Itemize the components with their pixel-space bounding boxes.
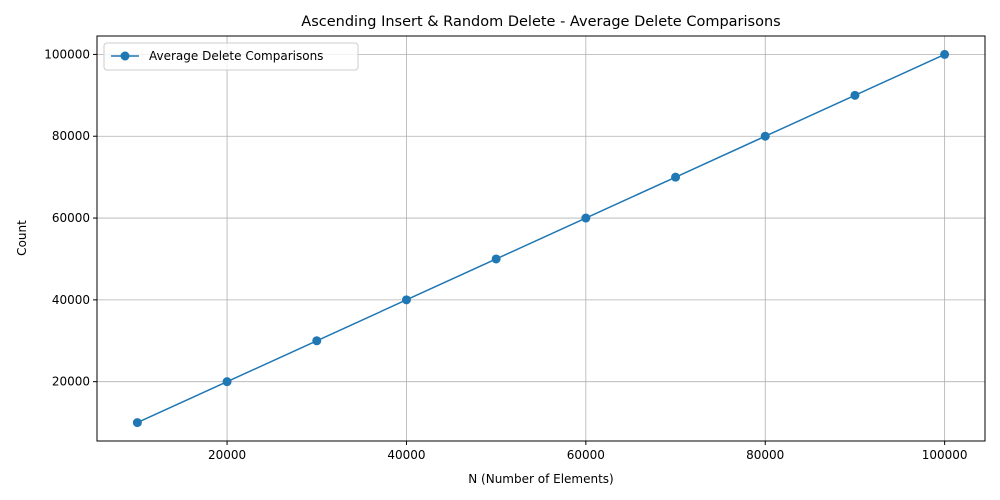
y-axis-label: Count (15, 220, 29, 256)
y-tick-label: 80000 (52, 129, 90, 143)
chart-title: Ascending Insert & Random Delete - Avera… (301, 14, 780, 30)
plot-frame (96, 35, 986, 442)
data-point (312, 336, 322, 346)
series-line (137, 53, 945, 424)
data-point (940, 49, 950, 59)
y-tick-label: 100000 (44, 47, 90, 61)
x-tick-label: 60000 (567, 448, 605, 462)
data-point (581, 213, 591, 223)
y-tick-label: 60000 (52, 211, 90, 225)
legend-label: Average Delete Comparisons (149, 49, 323, 63)
data-point (760, 131, 770, 141)
grid-lines (97, 36, 985, 441)
x-axis-label: N (Number of Elements) (468, 472, 614, 486)
data-point (491, 254, 501, 264)
x-tick-label: 100000 (922, 448, 968, 462)
y-tick-label: 20000 (52, 375, 90, 389)
y-axis-ticks: 20000 40000 60000 80000 100000 (44, 47, 97, 389)
legend-box (103, 42, 359, 71)
data-point (401, 295, 411, 305)
x-tick-label: 20000 (208, 448, 246, 462)
x-axis-ticks: 20000 40000 60000 80000 100000 (208, 441, 968, 462)
data-point (222, 377, 232, 387)
data-point (671, 172, 681, 182)
data-point (132, 418, 142, 428)
x-tick-label: 80000 (746, 448, 784, 462)
series-layer (132, 49, 950, 428)
legend: Average Delete Comparisons (103, 42, 359, 71)
x-tick-label: 40000 (387, 448, 425, 462)
data-point (850, 90, 860, 100)
y-tick-label: 40000 (52, 293, 90, 307)
legend-marker-swatch (120, 51, 130, 61)
